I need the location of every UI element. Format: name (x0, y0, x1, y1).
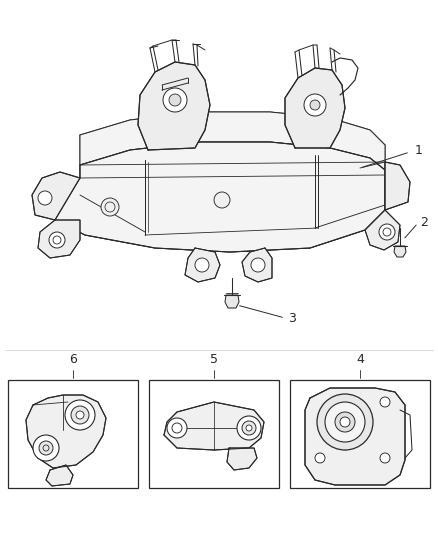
Circle shape (71, 406, 89, 424)
Circle shape (317, 394, 373, 450)
Circle shape (214, 192, 230, 208)
Circle shape (315, 453, 325, 463)
Circle shape (169, 94, 181, 106)
Text: 3: 3 (288, 312, 296, 326)
Polygon shape (227, 448, 257, 470)
Bar (290, 380, 430, 488)
Text: 5: 5 (210, 353, 218, 366)
Circle shape (242, 421, 256, 435)
Text: 4: 4 (356, 353, 364, 366)
Circle shape (195, 258, 209, 272)
Polygon shape (185, 248, 220, 282)
Circle shape (163, 88, 187, 112)
Circle shape (380, 397, 390, 407)
Text: 2: 2 (420, 215, 428, 229)
Polygon shape (305, 388, 405, 485)
Text: 1: 1 (415, 143, 423, 157)
Polygon shape (365, 210, 400, 250)
Circle shape (49, 232, 65, 248)
Circle shape (101, 198, 119, 216)
Polygon shape (55, 142, 385, 252)
Circle shape (251, 258, 265, 272)
Polygon shape (242, 248, 272, 282)
Polygon shape (225, 295, 239, 308)
Circle shape (310, 100, 320, 110)
Bar (8, 380, 138, 488)
Polygon shape (138, 62, 210, 150)
Circle shape (380, 453, 390, 463)
Circle shape (39, 441, 53, 455)
Circle shape (237, 416, 261, 440)
Circle shape (33, 435, 59, 461)
Polygon shape (164, 402, 264, 450)
Circle shape (379, 224, 395, 240)
Polygon shape (385, 162, 410, 210)
Polygon shape (80, 112, 385, 170)
Text: 6: 6 (69, 353, 77, 366)
Circle shape (38, 191, 52, 205)
Polygon shape (38, 220, 80, 258)
Polygon shape (26, 395, 106, 468)
Polygon shape (285, 68, 345, 148)
Circle shape (65, 400, 95, 430)
Polygon shape (32, 172, 80, 220)
Circle shape (76, 411, 84, 419)
Circle shape (335, 412, 355, 432)
Circle shape (304, 94, 326, 116)
Polygon shape (46, 465, 73, 486)
Circle shape (246, 425, 252, 431)
Bar (149, 380, 279, 488)
Circle shape (167, 418, 187, 438)
Circle shape (325, 402, 365, 442)
Circle shape (340, 417, 350, 427)
Polygon shape (394, 246, 406, 257)
